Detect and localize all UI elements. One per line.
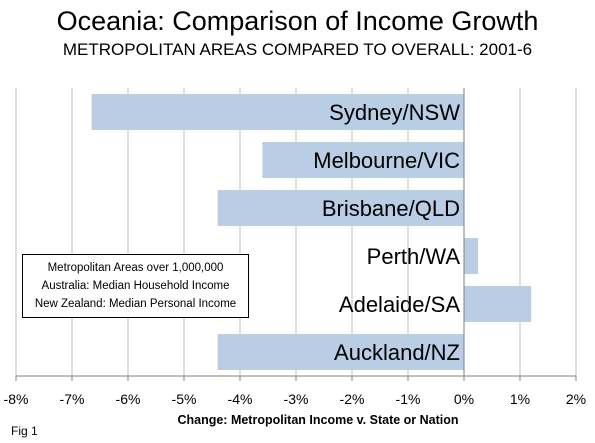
legend-note-box: Metropolitan Areas over 1,000,000 Austra… [22,254,249,318]
bar [217,190,464,226]
note-line: Australia: Median Household Income [41,280,230,292]
x-axis: -8% -7% -6% -5% -4% -3% -2% -1% 0% 1% 2% [4,88,586,407]
x-tick-label: -8% [4,391,29,407]
category-label: Melbourne/VIC [313,148,460,173]
figure-label: Fig 1 [11,424,38,438]
note-line: New Zealand: Median Personal Income [34,298,237,310]
category-label: Brisbane/QLD [322,196,460,221]
x-tick-label: -2% [340,391,365,407]
gridlines [15,88,577,376]
x-tick-label: 1% [510,391,530,407]
x-axis-label: Change: Metropolitan Income v. State or … [177,413,458,427]
chart-subtitle: METROPOLITAN AREAS COMPARED TO OVERALL: … [62,40,533,59]
bars [91,94,532,370]
x-tick-label: -3% [284,391,309,407]
x-tick-label: -4% [228,391,253,407]
category-labels: Sydney/NSW Melbourne/VIC Brisbane/QLD Perth… [313,100,460,365]
category-label: Perth/WA [367,244,461,269]
bar [91,94,464,130]
x-tick-label: -7% [60,391,85,407]
x-tick-label: -1% [396,391,421,407]
bar [217,334,464,370]
bar [464,238,478,274]
x-tick-label: -6% [116,391,141,407]
category-label: Sydney/NSW [329,100,460,125]
category-label: Auckland/NZ [334,340,460,365]
chart-title: Oceania: Comparison of Income Growth [56,6,539,36]
bar [262,142,464,178]
x-tick-label: -5% [172,391,197,407]
x-tick-label: 2% [566,391,586,407]
note-line: Metropolitan Areas over 1,000,000 [47,262,224,274]
category-label: Adelaide/SA [339,292,460,317]
x-tick-label: 0% [454,391,474,407]
bar [464,286,532,322]
